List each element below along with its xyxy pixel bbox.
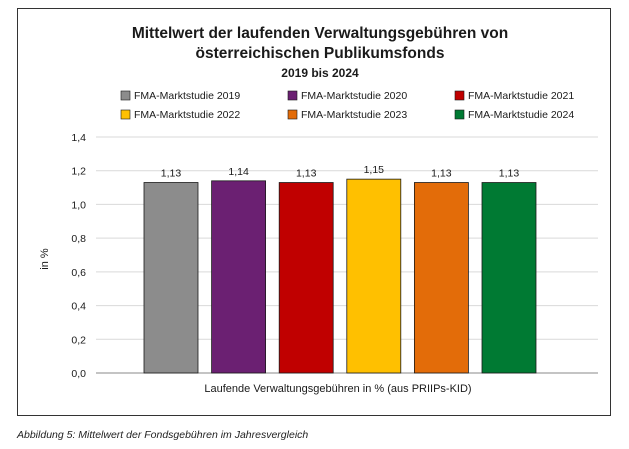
y-tick-label: 0,4 — [71, 301, 86, 313]
legend-swatch — [120, 109, 131, 120]
legend-label: FMA-Marktstudie 2023 — [301, 109, 407, 121]
bar — [278, 182, 334, 374]
legend-label: FMA-Marktstudie 2022 — [134, 109, 240, 121]
data-label: 1,13 — [431, 168, 452, 180]
bar — [413, 182, 469, 374]
bar — [346, 178, 402, 374]
chart: Mittelwert der laufenden Verwaltungsgebü… — [39, 25, 598, 395]
y-tick-label: 1,0 — [71, 199, 86, 211]
legend-label: FMA-Marktstudie 2020 — [301, 90, 407, 102]
data-label: 1,14 — [228, 166, 249, 178]
bar — [211, 180, 267, 374]
chart-subtitle: 2019 bis 2024 — [281, 66, 359, 80]
legend-label: FMA-Marktstudie 2024 — [468, 109, 574, 121]
legend-swatch — [120, 90, 131, 101]
chart-title-line2: österreichischen Publikumsfonds — [196, 45, 445, 62]
figure-caption: Abbildung 5: Mittelwert der Fondsgebühre… — [17, 429, 309, 441]
y-tick-label: 0,8 — [71, 233, 86, 245]
chart-frame: Mittelwert der laufenden Verwaltungsgebü… — [17, 8, 611, 416]
data-label: 1,13 — [499, 168, 520, 180]
legend-label: FMA-Marktstudie 2019 — [134, 90, 240, 102]
y-axis-label: in % — [39, 248, 51, 270]
data-label: 1,15 — [364, 164, 385, 176]
y-tick-label: 0,6 — [71, 267, 86, 279]
data-label: 1,13 — [296, 168, 317, 180]
data-label: 1,13 — [161, 168, 182, 180]
bars — [143, 178, 537, 374]
y-axis-ticks: 0,0 0,2 0,4 0,6 0,8 1,0 1,2 1,4 — [71, 132, 86, 380]
legend-swatch — [454, 109, 465, 120]
legend-swatch — [287, 90, 298, 101]
y-tick-label: 0,2 — [71, 334, 86, 346]
x-axis-label: Laufende Verwaltungsgebühren in % (aus P… — [204, 383, 471, 395]
y-tick-label: 1,2 — [71, 166, 86, 178]
legend-label: FMA-Marktstudie 2021 — [468, 90, 574, 102]
bar — [143, 182, 199, 374]
legend-swatch — [454, 90, 465, 101]
y-tick-label: 1,4 — [71, 132, 86, 144]
data-labels: 1,13 1,14 1,13 1,15 1,13 1,13 — [161, 164, 520, 179]
legend-swatch — [287, 109, 298, 120]
y-tick-label: 0,0 — [71, 368, 86, 380]
legend: FMA-Marktstudie 2019 FMA-Marktstudie 2020… — [120, 90, 574, 121]
bar — [481, 182, 537, 374]
chart-title: Mittelwert der laufenden Verwaltungsgebü… — [132, 25, 508, 42]
